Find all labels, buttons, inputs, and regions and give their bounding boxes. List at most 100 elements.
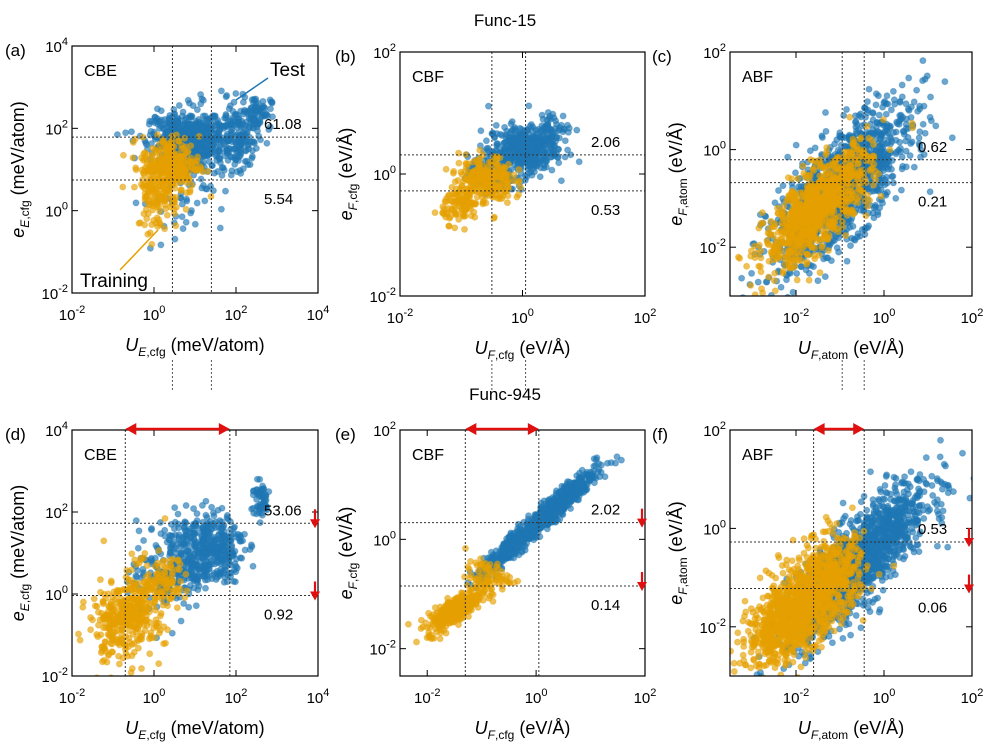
data-point-training	[180, 165, 188, 172]
data-point-test	[225, 120, 233, 128]
data-point-test	[847, 242, 854, 250]
data-point-test	[181, 550, 189, 558]
data-point-test	[793, 270, 801, 277]
data-point-test	[902, 163, 910, 171]
threshold-lines	[400, 52, 645, 296]
data-point-training	[864, 202, 872, 210]
data-point-test	[178, 200, 186, 208]
data-point-training	[479, 199, 487, 206]
panel-tag: CBF	[412, 69, 444, 86]
data-point-training	[153, 203, 161, 211]
data-point-test	[208, 503, 216, 511]
data-point-test	[898, 153, 906, 161]
data-point-test	[198, 148, 206, 156]
data-point-test	[135, 527, 143, 535]
data-point-test	[875, 187, 882, 195]
data-point-test	[263, 139, 271, 147]
scatter-points	[113, 87, 276, 252]
data-point-training	[794, 213, 802, 221]
data-point-test	[524, 155, 532, 163]
data-point-test	[507, 120, 515, 128]
data-point-training	[794, 175, 802, 182]
data-point-test	[904, 133, 912, 141]
data-point-training	[818, 207, 826, 215]
data-point-training	[183, 179, 191, 187]
data-point-test	[182, 502, 190, 509]
data-point-training	[821, 165, 829, 173]
data-point-test	[532, 160, 540, 168]
data-point-test	[506, 137, 514, 145]
data-point-training	[793, 276, 801, 284]
data-point-test	[212, 152, 220, 160]
data-point-training	[149, 144, 157, 152]
data-point-training	[140, 150, 148, 158]
data-point-test	[179, 225, 187, 233]
data-point-training	[826, 217, 834, 225]
data-point-training	[431, 209, 439, 217]
data-point-test	[209, 187, 217, 195]
data-point-test	[907, 114, 915, 121]
data-point-test	[822, 127, 830, 135]
data-point-training	[143, 156, 151, 164]
y-tick-label: 100	[373, 164, 396, 184]
data-point-training	[138, 166, 146, 174]
data-point-training	[779, 239, 786, 247]
data-point-training	[175, 137, 183, 145]
x-tick-label: 100	[511, 307, 534, 327]
data-point-test	[767, 291, 775, 296]
data-point-training	[130, 183, 138, 191]
data-point-training	[457, 168, 465, 176]
data-point-training	[774, 209, 782, 217]
data-point-test	[165, 114, 173, 122]
data-point-training	[462, 185, 470, 193]
data-point-test	[884, 165, 892, 173]
data-point-test	[573, 126, 581, 134]
data-point-training	[818, 217, 826, 224]
data-point-test	[561, 153, 569, 161]
threshold-value-label: 5.54	[264, 191, 293, 208]
data-point-training	[813, 237, 821, 245]
scatter-points	[735, 57, 956, 307]
data-point-training	[487, 158, 495, 166]
data-point-test	[165, 536, 173, 544]
data-point-test	[557, 177, 565, 185]
data-point-test	[540, 136, 548, 144]
data-point-test	[202, 497, 210, 505]
data-point-test	[250, 138, 258, 146]
x-tick-label: 100	[143, 304, 166, 324]
data-point-test	[740, 301, 746, 307]
data-point-test	[882, 110, 890, 118]
data-point-training	[793, 220, 801, 228]
data-point-test	[913, 86, 921, 94]
data-point-test	[226, 145, 234, 153]
data-point-test	[182, 218, 190, 226]
data-point-training	[844, 187, 852, 195]
data-point-test	[897, 111, 905, 119]
data-point-training	[461, 202, 469, 210]
data-point-test	[238, 554, 246, 562]
data-point-test	[248, 153, 256, 160]
data-point-training	[129, 154, 137, 162]
data-point-training	[144, 189, 152, 197]
data-point-test	[917, 153, 924, 161]
data-point-test	[214, 168, 222, 175]
data-point-training	[441, 197, 449, 205]
data-point-training	[866, 167, 874, 174]
data-point-training	[829, 186, 837, 194]
data-point-training	[197, 165, 205, 172]
data-point-test	[917, 146, 925, 154]
data-point-test	[555, 134, 563, 142]
data-point-training	[142, 206, 150, 213]
data-point-training	[831, 159, 839, 167]
data-point-test	[199, 138, 206, 146]
data-point-test	[180, 600, 188, 607]
data-point-training	[163, 147, 171, 155]
data-point-training	[863, 122, 871, 130]
data-point-test	[221, 543, 229, 551]
data-point-test	[907, 103, 915, 111]
data-point-test	[560, 125, 568, 133]
data-point-test	[910, 163, 918, 171]
data-point-test	[193, 199, 201, 207]
panel-letter: (a)	[5, 41, 26, 60]
data-point-test	[512, 127, 519, 135]
